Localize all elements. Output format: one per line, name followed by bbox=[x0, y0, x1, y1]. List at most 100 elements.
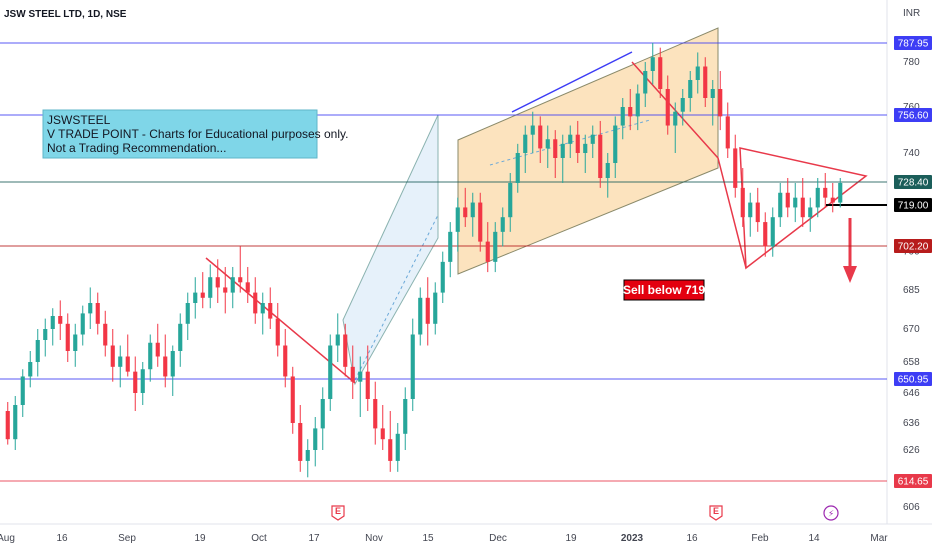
level-badge-1 bbox=[894, 108, 932, 122]
candle-body-102 bbox=[770, 217, 775, 247]
candle-body-42 bbox=[320, 399, 325, 429]
candle-body-36 bbox=[275, 318, 280, 346]
candle-body-104 bbox=[785, 192, 790, 208]
level-badge-label-0: 787.95 bbox=[898, 39, 929, 50]
candle-body-75 bbox=[568, 134, 573, 144]
candle-body-38 bbox=[290, 376, 295, 423]
level-badge-3 bbox=[894, 198, 932, 212]
candle-body-37 bbox=[283, 345, 288, 377]
candle-body-70 bbox=[530, 125, 535, 135]
candle-body-110 bbox=[830, 197, 835, 203]
candle-body-48 bbox=[365, 371, 370, 399]
candle-body-9 bbox=[73, 334, 78, 351]
sell-arrow-head bbox=[843, 266, 857, 283]
candle-body-95 bbox=[718, 89, 723, 117]
candle-body-1 bbox=[13, 405, 18, 440]
candle-body-24 bbox=[185, 303, 190, 324]
candle-body-15 bbox=[118, 356, 123, 367]
candle-body-10 bbox=[80, 313, 85, 335]
split-marker-label-2: ⚡ bbox=[828, 510, 834, 520]
candle-body-27 bbox=[208, 277, 213, 298]
candle-body-67 bbox=[508, 182, 513, 218]
candles bbox=[5, 42, 843, 478]
candle-body-19 bbox=[148, 342, 153, 370]
candle-body-4 bbox=[35, 340, 40, 362]
candle-body-100 bbox=[755, 202, 760, 223]
x-tick-label-14: Mar bbox=[870, 533, 888, 544]
event-markers: E E ⚡ bbox=[331, 505, 839, 521]
candle-body-21 bbox=[163, 356, 168, 377]
channel-midline-orange bbox=[489, 119, 651, 166]
candle-body-76 bbox=[575, 134, 580, 153]
candle-body-101 bbox=[763, 222, 768, 247]
candle-body-59 bbox=[448, 231, 453, 262]
candle-body-64 bbox=[485, 241, 490, 262]
candle-body-77 bbox=[583, 143, 588, 153]
candle-body-60 bbox=[455, 207, 460, 232]
candle-body-39 bbox=[298, 423, 303, 461]
level-badge-2 bbox=[894, 175, 932, 189]
level-badge-label-3: 719.00 bbox=[898, 201, 929, 212]
x-tick-label-12: Feb bbox=[751, 533, 769, 544]
note-line-1: JSWSTEEL bbox=[47, 113, 111, 127]
candle-body-105 bbox=[793, 197, 798, 208]
candle-body-111 bbox=[838, 182, 843, 203]
candle-body-11 bbox=[88, 303, 93, 314]
candle-body-14 bbox=[110, 345, 115, 367]
currency-label: INR bbox=[903, 8, 920, 19]
x-tick-label-6: Nov bbox=[365, 533, 383, 544]
candle-body-98 bbox=[740, 187, 745, 218]
earnings-marker-label-1: E bbox=[713, 506, 719, 516]
candle-body-13 bbox=[103, 323, 108, 346]
x-tick-label-1: 16 bbox=[56, 533, 68, 544]
x-tick-label-11: 16 bbox=[686, 533, 698, 544]
level-badge-label-5: 650.95 bbox=[898, 375, 929, 386]
candle-body-107 bbox=[808, 207, 813, 218]
symbol-title: JSW STEEL LTD, 1D, NSE bbox=[4, 9, 127, 20]
candle-body-30 bbox=[230, 277, 235, 293]
level-badge-4 bbox=[894, 239, 932, 253]
candle-body-99 bbox=[748, 202, 753, 218]
x-tick-label-9: 19 bbox=[565, 533, 577, 544]
candle-body-18 bbox=[140, 369, 145, 393]
candle-body-103 bbox=[778, 192, 783, 218]
candle-body-96 bbox=[725, 116, 730, 149]
candle-body-0 bbox=[5, 411, 10, 440]
candle-body-71 bbox=[538, 125, 543, 149]
level-badge-label-1: 756.60 bbox=[898, 111, 929, 122]
candle-body-52 bbox=[395, 433, 400, 461]
y-tick-label-0: 606 bbox=[903, 502, 920, 513]
y-tick-label-5: 670 bbox=[903, 324, 920, 335]
y-tick-label-4: 658 bbox=[903, 357, 920, 368]
sell-label: Sell below 719 bbox=[623, 279, 705, 301]
candle-body-54 bbox=[410, 334, 415, 399]
candle-body-50 bbox=[380, 428, 385, 440]
candle-body-8 bbox=[65, 323, 70, 351]
candle-body-86 bbox=[650, 57, 655, 71]
candle-body-35 bbox=[268, 303, 273, 319]
candle-body-63 bbox=[478, 202, 483, 242]
x-tick-label-7: 15 bbox=[422, 533, 434, 544]
candle-body-20 bbox=[155, 342, 160, 357]
y-tick-label-2: 636 bbox=[903, 418, 920, 429]
candle-body-84 bbox=[635, 93, 640, 117]
sell-label-text: Sell below 719 bbox=[623, 283, 705, 297]
level-badge-0 bbox=[894, 36, 932, 50]
candle-body-88 bbox=[665, 89, 670, 126]
x-tick-label-5: 17 bbox=[308, 533, 320, 544]
channel-top-blue-line bbox=[511, 51, 633, 113]
candle-body-90 bbox=[680, 98, 685, 112]
candle-body-87 bbox=[658, 57, 663, 89]
candle-body-91 bbox=[688, 80, 693, 98]
candle-body-66 bbox=[500, 217, 505, 232]
level-badge-label-6: 614.65 bbox=[898, 477, 929, 488]
candle-body-44 bbox=[335, 334, 340, 346]
channel-midline-blue bbox=[354, 214, 439, 381]
note-line-2: V TRADE POINT - Charts for Educational p… bbox=[47, 127, 348, 141]
candle-body-6 bbox=[50, 316, 55, 329]
y-tick-label-3: 646 bbox=[903, 388, 920, 399]
candle-body-62 bbox=[470, 202, 475, 218]
candle-body-55 bbox=[418, 297, 423, 335]
